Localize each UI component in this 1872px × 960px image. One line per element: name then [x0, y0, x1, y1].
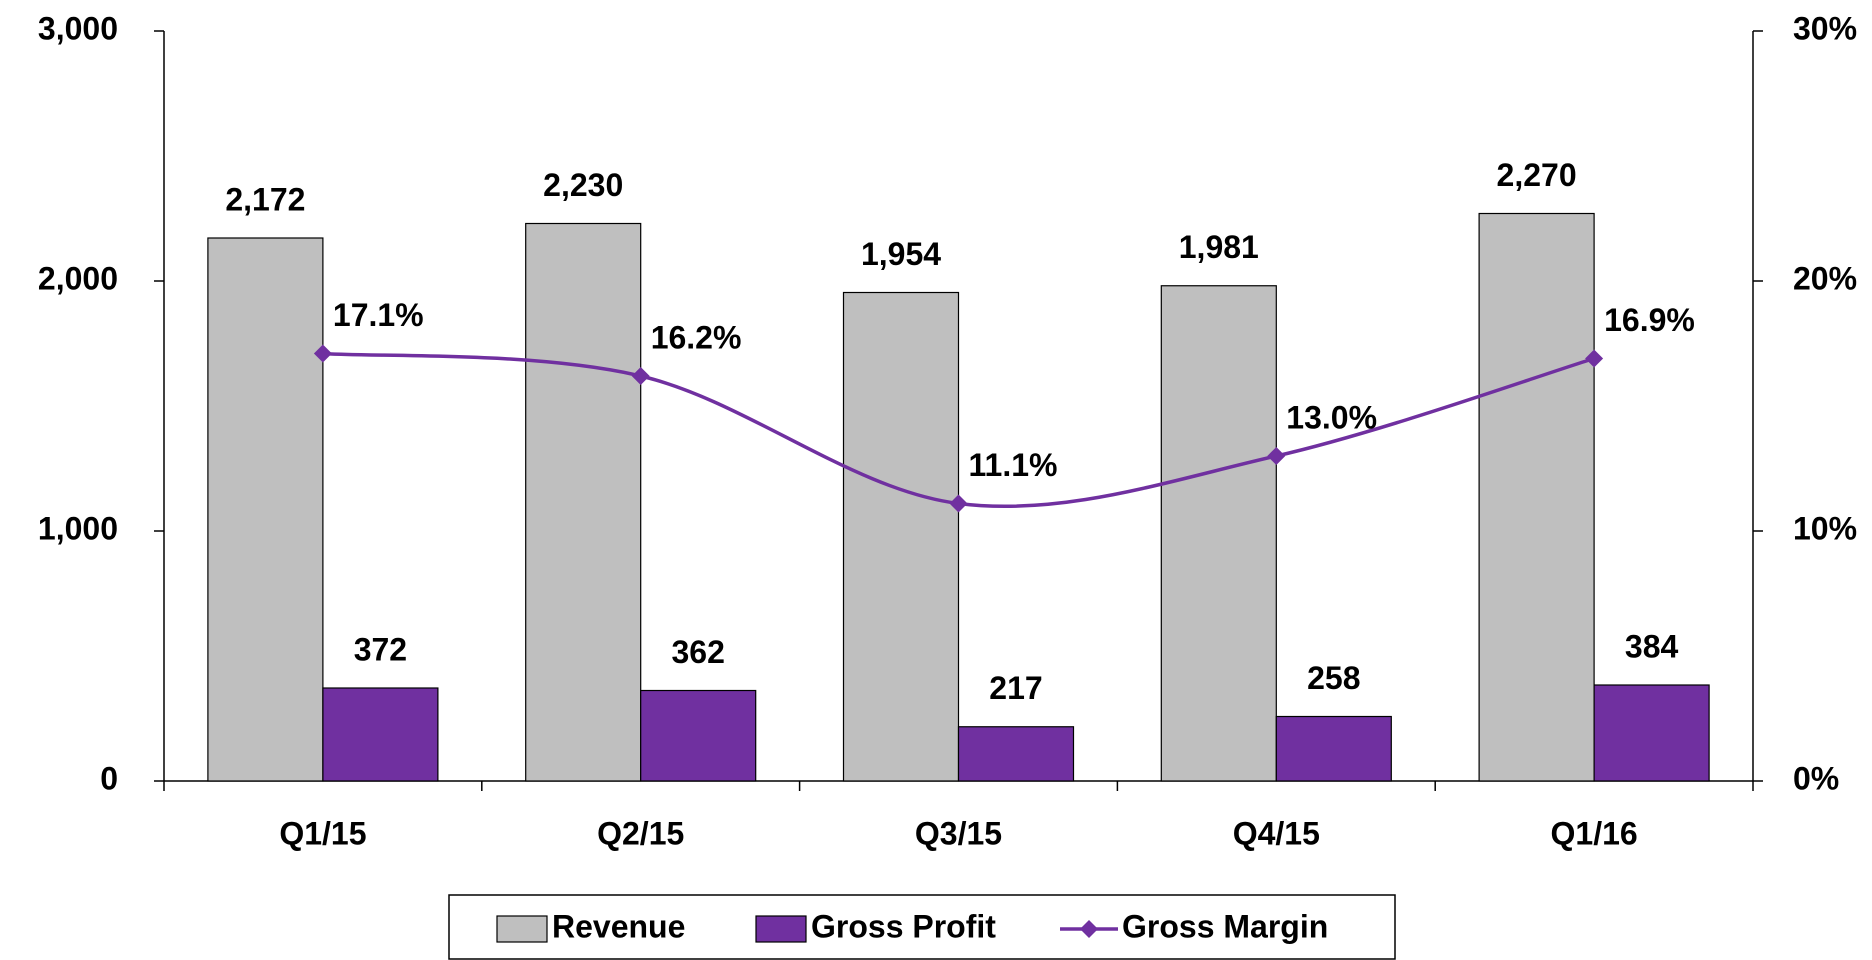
- data-label: 384: [1625, 628, 1679, 664]
- legend-label: Gross Profit: [811, 908, 996, 944]
- data-label: 16.2%: [651, 319, 742, 355]
- data-label: 372: [354, 631, 407, 667]
- data-label: 2,230: [543, 167, 623, 203]
- bar: [1275, 715, 1392, 782]
- legend-swatch: [496, 915, 548, 943]
- y-tick-label: 3,000: [38, 10, 118, 46]
- y2-tick-label: 10%: [1793, 510, 1857, 546]
- data-label: 17.1%: [333, 297, 424, 333]
- marker: [949, 494, 968, 513]
- x-tick-label: Q4/15: [1233, 815, 1320, 851]
- bar: [322, 687, 439, 782]
- data-label: 11.1%: [969, 447, 1058, 483]
- legend-label: Gross Margin: [1122, 908, 1328, 944]
- y2-tick-label: 30%: [1793, 10, 1857, 46]
- bar: [842, 291, 960, 782]
- data-label: 2,270: [1497, 157, 1577, 193]
- data-label: 13.0%: [1286, 399, 1377, 435]
- bar: [207, 237, 324, 782]
- legend-box: [448, 894, 1396, 960]
- legend-marker: [1080, 920, 1098, 938]
- data-label: 217: [989, 670, 1042, 706]
- bar: [640, 689, 757, 782]
- marker: [1585, 349, 1604, 368]
- bar: [525, 222, 642, 782]
- y-tick-label: 0: [100, 760, 118, 796]
- y-tick-label: 1,000: [38, 510, 118, 546]
- data-label: 258: [1307, 660, 1360, 696]
- y-tick-label: 2,000: [38, 260, 118, 296]
- bar: [957, 726, 1075, 782]
- bar: [1160, 285, 1277, 782]
- bar: [1478, 212, 1595, 782]
- bar: [1593, 684, 1710, 782]
- legend-label: Revenue: [552, 908, 685, 944]
- marker: [313, 344, 332, 363]
- data-label: 1,981: [1179, 229, 1259, 265]
- y2-tick-label: 0%: [1793, 760, 1839, 796]
- x-tick-label: Q3/15: [915, 815, 1002, 851]
- x-tick-label: Q1/16: [1551, 815, 1638, 851]
- data-label: 362: [672, 634, 725, 670]
- y2-tick-label: 20%: [1793, 260, 1857, 296]
- marker: [1267, 447, 1286, 465]
- x-tick-label: Q1/15: [279, 815, 366, 851]
- data-label: 1,954: [861, 236, 941, 272]
- legend-swatch: [755, 915, 807, 943]
- x-tick-label: Q2/15: [597, 815, 684, 851]
- data-label: 16.9%: [1604, 302, 1695, 338]
- data-label: 2,172: [225, 181, 305, 217]
- marker: [631, 367, 650, 385]
